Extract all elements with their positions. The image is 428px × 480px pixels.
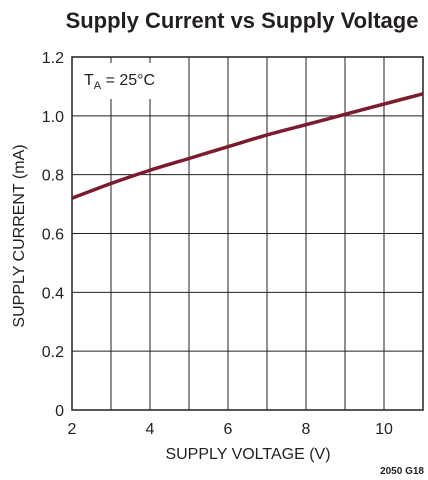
figure-code: 2050 G18 bbox=[380, 466, 424, 477]
y-tick-label: 0.2 bbox=[42, 344, 64, 361]
y-gridlines bbox=[72, 56, 423, 411]
series-line bbox=[71, 92, 424, 200]
y-axis-label: SUPPLY CURRENT (mA) bbox=[11, 144, 28, 327]
chart-title: Supply Current vs Supply Voltage bbox=[66, 8, 419, 33]
annotation-box bbox=[74, 63, 170, 99]
y-tick-labels: 0 0.2 0.4 0.6 0.8 1.0 1.2 bbox=[42, 50, 64, 420]
x-tick-labels: 2 4 6 8 10 bbox=[68, 421, 393, 438]
y-tick-label: 1.0 bbox=[42, 109, 64, 126]
x-tick-label: 2 bbox=[68, 421, 77, 438]
y-tick-label: 0 bbox=[55, 403, 64, 420]
y-tick-label: 0.8 bbox=[42, 168, 64, 185]
series-layer bbox=[71, 92, 424, 200]
x-tick-label: 6 bbox=[224, 421, 233, 438]
y-tick-label: 1.2 bbox=[42, 50, 64, 67]
plot-frame bbox=[71, 56, 424, 411]
x-tick-label: 10 bbox=[375, 421, 393, 438]
x-axis-label: SUPPLY VOLTAGE (V) bbox=[165, 446, 330, 463]
annotation-main: T bbox=[84, 72, 94, 89]
x-tick-label: 8 bbox=[302, 421, 311, 438]
y-tick-label: 0.4 bbox=[42, 285, 64, 302]
annotation-temperature: TA = 25°C bbox=[84, 72, 155, 92]
y-tick-label: 0.6 bbox=[42, 227, 64, 244]
annotation-subscript: A bbox=[94, 80, 102, 92]
x-tick-label: 4 bbox=[146, 421, 155, 438]
annotation-rest: = 25°C bbox=[101, 72, 155, 89]
